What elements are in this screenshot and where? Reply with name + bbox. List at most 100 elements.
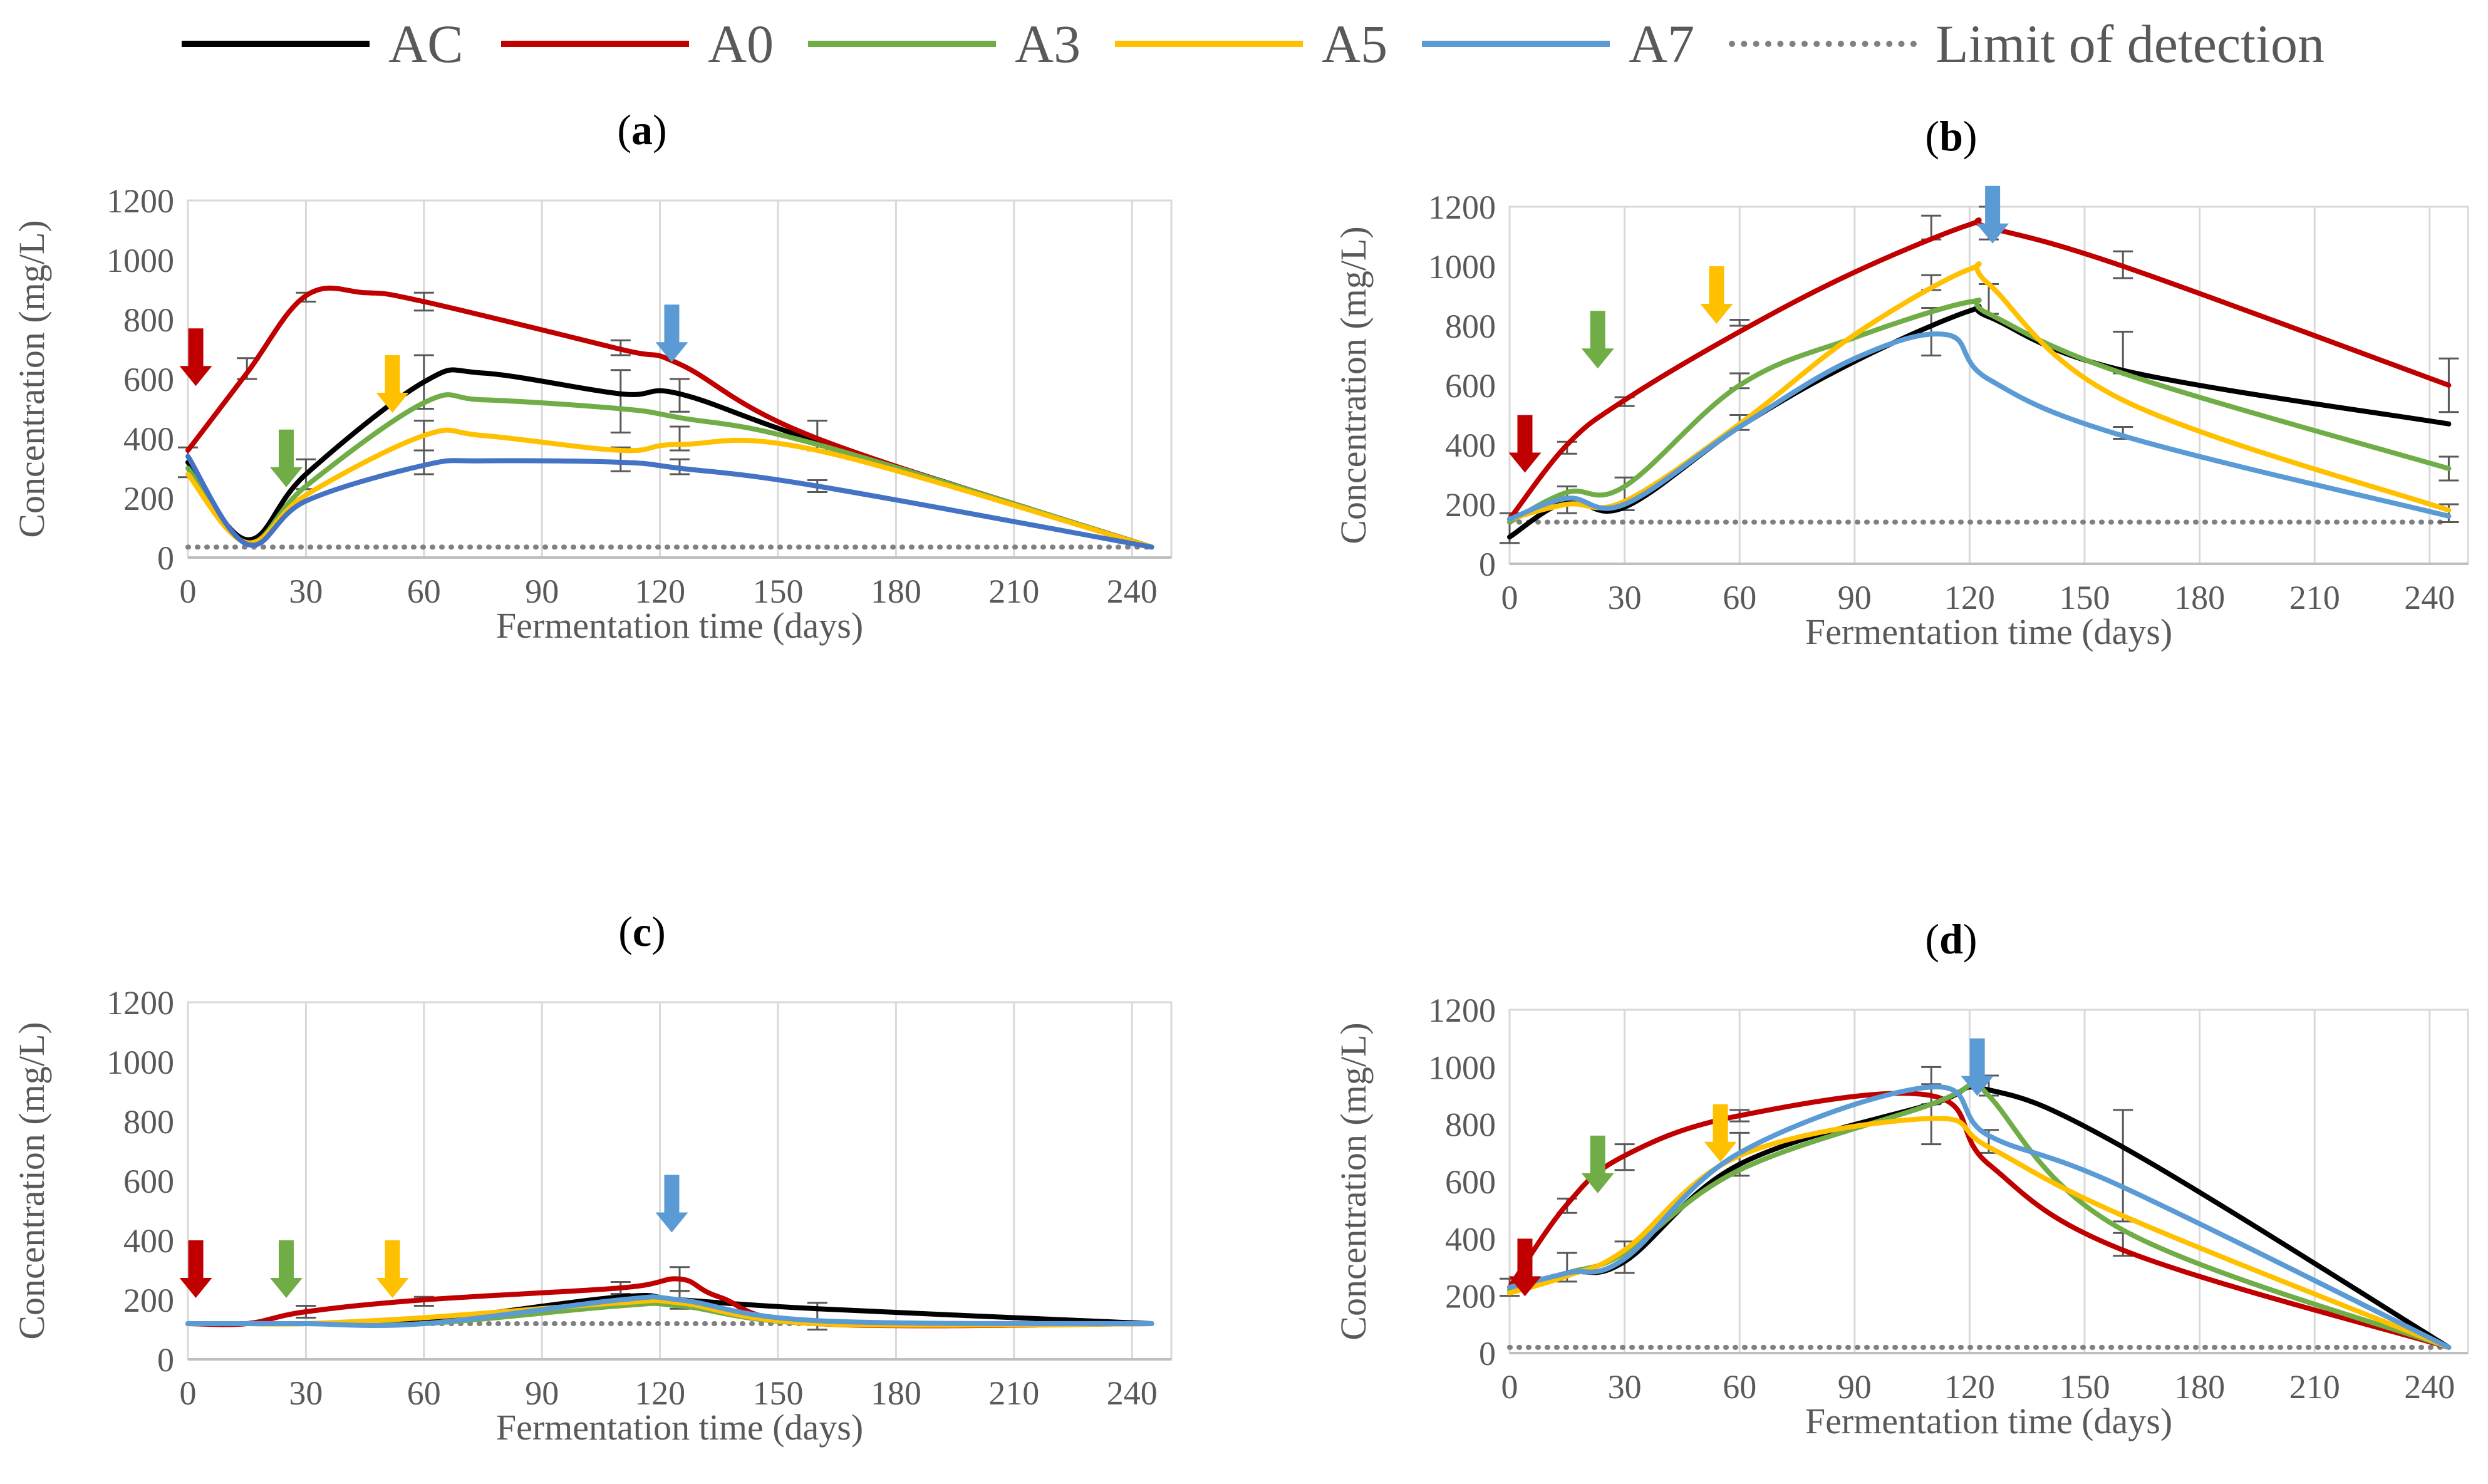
x-tick-label-b: 240	[2404, 579, 2455, 616]
legend-item-ac: AC	[182, 13, 463, 75]
x-tick-label-b: 210	[2289, 579, 2340, 616]
y-tick-label-c: 200	[123, 1282, 174, 1319]
legend-item-a0: A0	[501, 13, 774, 75]
x-tick-label-a: 120	[635, 573, 685, 610]
arrow-down-icon	[376, 355, 409, 413]
x-tick-label-b: 120	[1944, 579, 1995, 616]
arrow-down-icon	[1976, 185, 2009, 244]
arrow-down-icon	[1581, 311, 1614, 369]
x-tick-label-b: 60	[1723, 579, 1756, 616]
y-tick-label-b: 400	[1445, 427, 1496, 464]
x-tick-label-d: 60	[1723, 1368, 1756, 1406]
y-tick-label-d: 800	[1445, 1106, 1496, 1144]
legend-label-ac: AC	[388, 14, 464, 74]
x-tick-label-c: 120	[635, 1374, 685, 1412]
y-axis-title-b: Concentration (mg/L)	[1333, 226, 1374, 544]
legend-swatch-limit-of-detection	[1729, 41, 1917, 47]
x-tick-label-d: 150	[2060, 1368, 2110, 1406]
arrow-down-icon	[1700, 266, 1733, 324]
y-tick-label-b: 0	[1479, 546, 1496, 583]
x-tick-label-d: 30	[1608, 1368, 1642, 1406]
legend-swatch-a3	[808, 41, 996, 47]
panel-label-d: (d)	[1925, 915, 1977, 963]
legend-item-a3: A3	[808, 13, 1081, 75]
y-tick-label-c: 1000	[106, 1044, 174, 1081]
legend-item-limit-of-detection: Limit of detection	[1729, 13, 2325, 75]
series-line-a0-b	[1507, 217, 2452, 522]
arrow-down-icon	[1581, 1135, 1614, 1193]
x-tick-label-c: 60	[407, 1374, 441, 1412]
arrow-down-icon	[1704, 1104, 1737, 1162]
y-tick-label-d: 200	[1445, 1278, 1496, 1315]
x-tick-label-a: 0	[180, 573, 197, 610]
y-axis-title-c: Concentration (mg/L)	[11, 1022, 52, 1339]
y-tick-label-a: 600	[123, 361, 174, 398]
legend-label-a3: A3	[1015, 14, 1081, 74]
x-tick-label-d: 90	[1838, 1368, 1872, 1406]
legend-label-limit-of-detection: Limit of detection	[1936, 14, 2325, 74]
y-tick-label-d: 1200	[1428, 992, 1496, 1029]
x-tick-label-c: 210	[988, 1374, 1039, 1412]
x-tick-label-d: 210	[2289, 1368, 2340, 1406]
panel-label-b: (b)	[1925, 112, 1977, 160]
x-axis-title-c: Fermentation time (days)	[496, 1407, 863, 1448]
legend-item-a7: A7	[1422, 13, 1694, 75]
arrow-down-icon	[376, 1240, 409, 1298]
arrow-down-icon	[270, 1240, 303, 1298]
series-line-a7-d	[1507, 1084, 2452, 1350]
chart-svg-b: 0 30 60 90 120 150 180 210 240 0 200 400 600 800 1000 1…	[1333, 112, 2469, 652]
y-axis-title-d: Concentration (mg/L)	[1333, 1022, 1374, 1340]
arrow-down-icon	[1508, 415, 1542, 473]
arrow-down-icon	[655, 1175, 688, 1233]
panel-label-a: (a)	[617, 106, 666, 153]
x-tick-label-c: 30	[289, 1374, 323, 1412]
x-tick-label-a: 30	[289, 573, 323, 610]
x-tick-label-d: 120	[1944, 1368, 1995, 1406]
y-tick-label-d: 400	[1445, 1220, 1496, 1258]
legend-label-a5: A5	[1322, 14, 1388, 74]
legend-label-a0: A0	[708, 14, 774, 74]
x-tick-label-b: 30	[1608, 579, 1642, 616]
y-tick-label-b: 1000	[1428, 248, 1496, 286]
chart-svg-a: 0 30 60 90 120 150 180 210 240 0 200 400 600 800 1000 1…	[11, 106, 1173, 646]
series-line-a3-b	[1507, 298, 2452, 525]
chart-panel-b: 0 30 60 90 120 150 180 210 240 0 200 400 600 800 1000 1…	[0, 94, 2488, 783]
legend-swatch-a7	[1422, 41, 1610, 47]
arrow-down-icon	[1961, 1038, 1994, 1096]
y-tick-label-c: 800	[123, 1103, 174, 1141]
x-tick-label-b: 150	[2060, 579, 2110, 616]
legend-label-a7: A7	[1629, 14, 1695, 74]
x-tick-label-c: 180	[871, 1374, 921, 1412]
x-tick-label-d: 0	[1501, 1368, 1518, 1406]
x-tick-label-c: 150	[753, 1374, 804, 1412]
y-tick-label-b: 800	[1445, 308, 1496, 345]
y-tick-label-a: 400	[123, 420, 174, 458]
plot-area-d	[1508, 1009, 2469, 1354]
x-axis-title-b: Fermentation time (days)	[1805, 611, 2172, 652]
arrow-down-icon	[179, 328, 212, 387]
legend-item-a5: A5	[1115, 13, 1387, 75]
y-tick-label-a: 1000	[106, 242, 174, 279]
legend-swatch-ac	[182, 41, 370, 47]
x-tick-label-b: 90	[1838, 579, 1872, 616]
y-tick-label-a: 200	[123, 480, 174, 517]
series-line-a5-d	[1507, 1116, 2452, 1350]
chart-panel-a: 0 30 60 90 120 150 180 210 240 0 200 400 600 800 1000 1…	[0, 94, 1244, 720]
y-tick-label-b: 200	[1445, 486, 1496, 524]
arrow-down-icon	[270, 429, 303, 487]
x-tick-label-a: 150	[753, 573, 804, 610]
series-line-a7-c	[185, 1294, 1154, 1329]
x-axis-title-d: Fermentation time (days)	[1805, 1401, 2172, 1441]
y-tick-label-d: 600	[1445, 1163, 1496, 1201]
y-tick-label-d: 0	[1479, 1335, 1496, 1372]
legend-swatch-a0	[501, 41, 689, 47]
x-tick-label-a: 240	[1107, 573, 1158, 610]
y-tick-label-b: 600	[1445, 367, 1496, 405]
y-tick-label-d: 1000	[1428, 1049, 1496, 1086]
series-line-a7-a	[185, 454, 1154, 550]
legend-swatch-a5	[1115, 41, 1303, 47]
